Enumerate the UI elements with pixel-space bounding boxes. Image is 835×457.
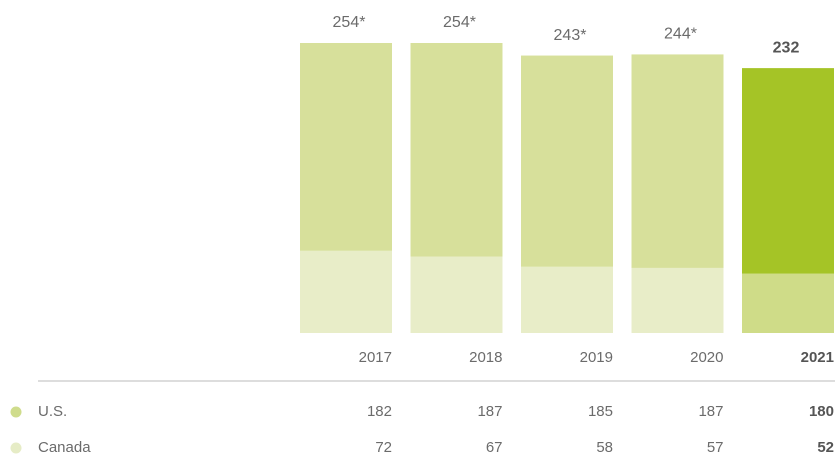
total-label: 243* xyxy=(554,27,587,44)
table-value: 67 xyxy=(486,439,503,456)
table-value: 187 xyxy=(698,403,723,420)
category-label: 2021 xyxy=(801,349,834,366)
bar-segment xyxy=(631,267,724,333)
category-label: 2019 xyxy=(580,349,613,366)
legend-label: Canada xyxy=(38,439,91,456)
table-value: 182 xyxy=(367,403,392,420)
bar-segment xyxy=(742,273,834,333)
bar-segment xyxy=(300,43,392,251)
legend-dot xyxy=(10,442,22,454)
category-label: 2017 xyxy=(359,349,392,366)
total-label: 254* xyxy=(333,14,366,31)
bar-segment xyxy=(410,256,503,333)
table-value: 58 xyxy=(596,439,613,456)
table-value: 187 xyxy=(477,403,502,420)
table-value: 185 xyxy=(588,403,613,420)
table-value: 57 xyxy=(707,439,724,456)
bar-segment xyxy=(742,68,834,274)
total-label: 232 xyxy=(773,39,800,56)
total-label: 244* xyxy=(664,26,697,43)
bar-segment xyxy=(521,55,613,267)
category-label: 2020 xyxy=(690,349,723,366)
table-value: 180 xyxy=(809,403,834,420)
bar-segment xyxy=(410,43,503,257)
total-label: 254* xyxy=(443,14,476,31)
bar-segment xyxy=(521,266,613,333)
category-label: 2018 xyxy=(469,349,502,366)
legend-dot xyxy=(10,406,22,418)
legend-label: U.S. xyxy=(38,403,67,420)
bar-segment xyxy=(631,54,724,268)
table-value: 52 xyxy=(817,439,834,456)
table-value: 72 xyxy=(375,439,392,456)
bar-segment xyxy=(300,250,392,333)
